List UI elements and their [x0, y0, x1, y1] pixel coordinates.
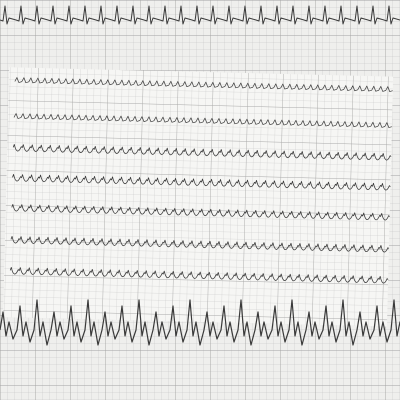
strip-1-trace [0, 5, 400, 25]
strip-6-trace [11, 204, 390, 221]
strip-3-trace [13, 113, 392, 128]
inner-grid [3, 67, 394, 327]
strip-8-trace [9, 267, 389, 284]
inner-sheet [3, 67, 394, 327]
strip-5-trace [12, 174, 391, 191]
strip-4-trace [12, 144, 392, 161]
strip-7-trace [10, 236, 390, 253]
outer-traces [0, 5, 400, 346]
inner-traces [9, 77, 393, 284]
strip-2-trace [14, 77, 393, 92]
strip-9-trace [0, 299, 400, 346]
